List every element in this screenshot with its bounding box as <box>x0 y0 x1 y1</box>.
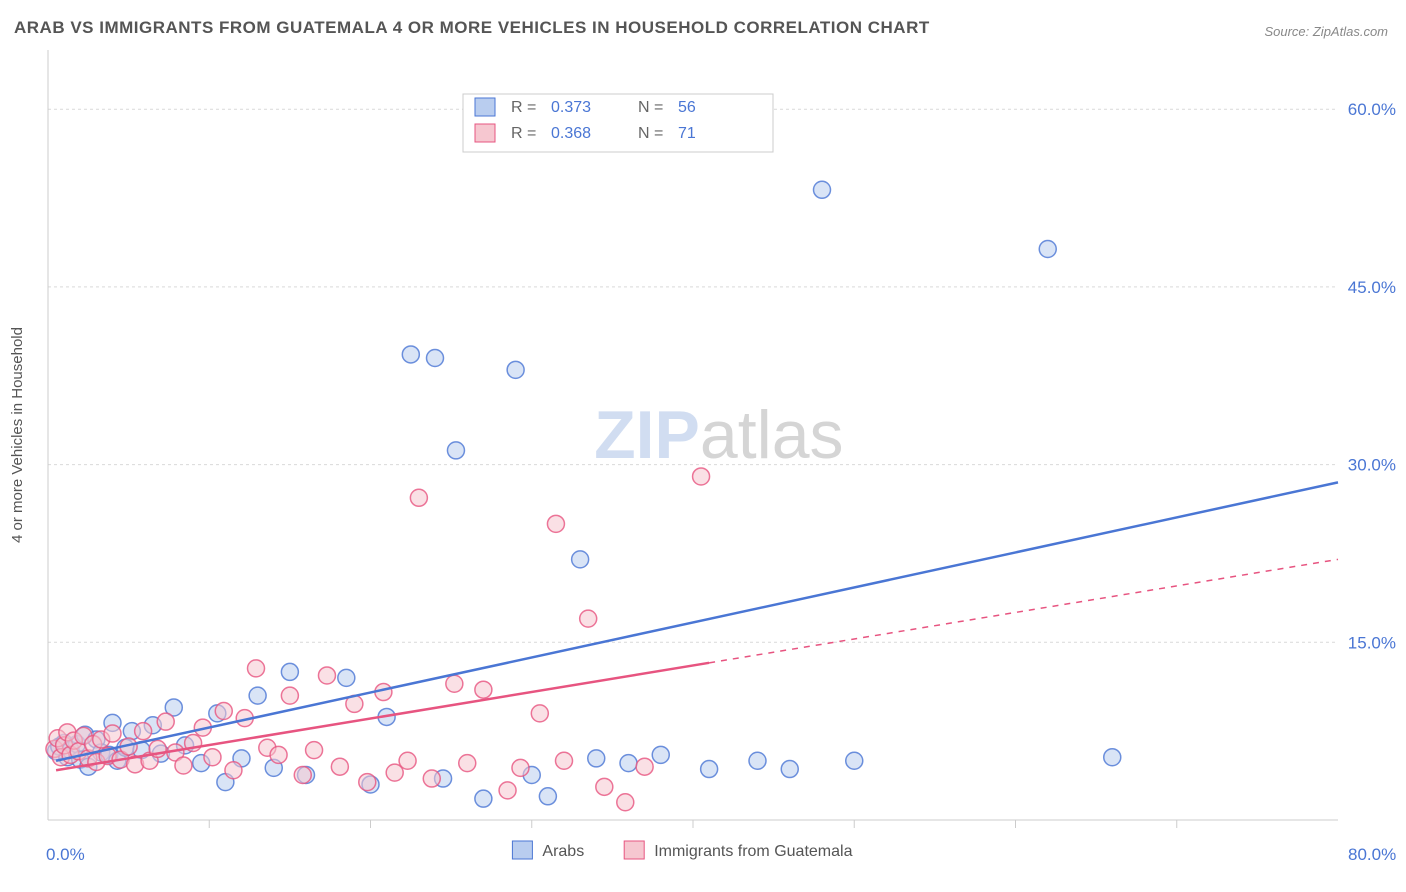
source-attribution: Source: ZipAtlas.com <box>1264 24 1388 39</box>
svg-text:56: 56 <box>678 99 696 116</box>
scatter-point <box>459 755 476 772</box>
scatter-point <box>447 442 464 459</box>
scatter-point <box>135 723 152 740</box>
scatter-point <box>499 782 516 799</box>
legend-swatch <box>512 841 532 859</box>
svg-text:0.0%: 0.0% <box>46 845 85 864</box>
scatter-point <box>104 725 121 742</box>
scatter-point <box>281 687 298 704</box>
scatter-point <box>475 681 492 698</box>
scatter-point <box>359 774 376 791</box>
scatter-point <box>572 551 589 568</box>
scatter-point <box>539 788 556 805</box>
scatter-point <box>475 790 492 807</box>
scatter-point <box>507 361 524 378</box>
svg-text:0.373: 0.373 <box>551 99 591 116</box>
svg-text:71: 71 <box>678 125 696 142</box>
legend-swatch <box>475 98 495 116</box>
scatter-point <box>1039 241 1056 258</box>
svg-text:80.0%: 80.0% <box>1348 845 1396 864</box>
scatter-point <box>701 761 718 778</box>
scatter-point <box>846 752 863 769</box>
scatter-point <box>402 346 419 363</box>
trend-line <box>56 482 1338 760</box>
scatter-point <box>331 758 348 775</box>
scatter-point <box>547 515 564 532</box>
scatter-point <box>781 761 798 778</box>
svg-text:N =: N = <box>638 99 663 116</box>
scatter-point <box>588 750 605 767</box>
svg-text:60.0%: 60.0% <box>1348 100 1396 119</box>
scatter-point <box>427 350 444 367</box>
scatter-point <box>225 762 242 779</box>
scatter-point <box>512 759 529 776</box>
scatter-point <box>294 766 311 783</box>
legend-label: Immigrants from Guatemala <box>654 843 852 860</box>
scatter-point <box>281 663 298 680</box>
scatter-point <box>318 667 335 684</box>
scatter-point <box>1104 749 1121 766</box>
svg-text:ZIPatlas: ZIPatlas <box>594 397 843 473</box>
chart-title: ARAB VS IMMIGRANTS FROM GUATEMALA 4 OR M… <box>14 18 930 38</box>
scatter-point <box>215 703 232 720</box>
scatter-point <box>175 757 192 774</box>
scatter-point <box>249 687 266 704</box>
legend-swatch <box>475 124 495 142</box>
trend-line-extrapolated <box>709 559 1338 662</box>
svg-text:R =: R = <box>511 125 536 142</box>
scatter-point <box>620 755 637 772</box>
svg-text:30.0%: 30.0% <box>1348 456 1396 475</box>
scatter-point <box>410 489 427 506</box>
scatter-point <box>306 742 323 759</box>
scatter-point <box>204 749 221 766</box>
scatter-point <box>580 610 597 627</box>
scatter-point <box>596 778 613 795</box>
scatter-point <box>270 746 287 763</box>
scatter-point <box>338 669 355 686</box>
legend-swatch <box>624 841 644 859</box>
scatter-point <box>652 746 669 763</box>
scatter-point <box>814 181 831 198</box>
scatter-point <box>157 713 174 730</box>
scatter-point <box>556 752 573 769</box>
svg-text:R =: R = <box>511 99 536 116</box>
scatter-chart: 15.0% 30.0% 45.0% 60.0% ZIPatlas 4 or more Ve… <box>8 40 1398 890</box>
svg-text:4 or more Vehicles in Househol: 4 or more Vehicles in Household <box>9 327 26 543</box>
scatter-point <box>248 660 265 677</box>
scatter-point <box>693 468 710 485</box>
svg-text:0.368: 0.368 <box>551 125 591 142</box>
scatter-point <box>399 752 416 769</box>
scatter-point <box>446 675 463 692</box>
scatter-point <box>636 758 653 775</box>
svg-text:N =: N = <box>638 125 663 142</box>
svg-text:45.0%: 45.0% <box>1348 278 1396 297</box>
scatter-point <box>749 752 766 769</box>
correlation-legend <box>463 94 773 152</box>
legend-label: Arabs <box>542 843 584 860</box>
scatter-point <box>531 705 548 722</box>
scatter-point <box>617 794 634 811</box>
svg-text:15.0%: 15.0% <box>1348 633 1396 652</box>
scatter-point <box>423 770 440 787</box>
